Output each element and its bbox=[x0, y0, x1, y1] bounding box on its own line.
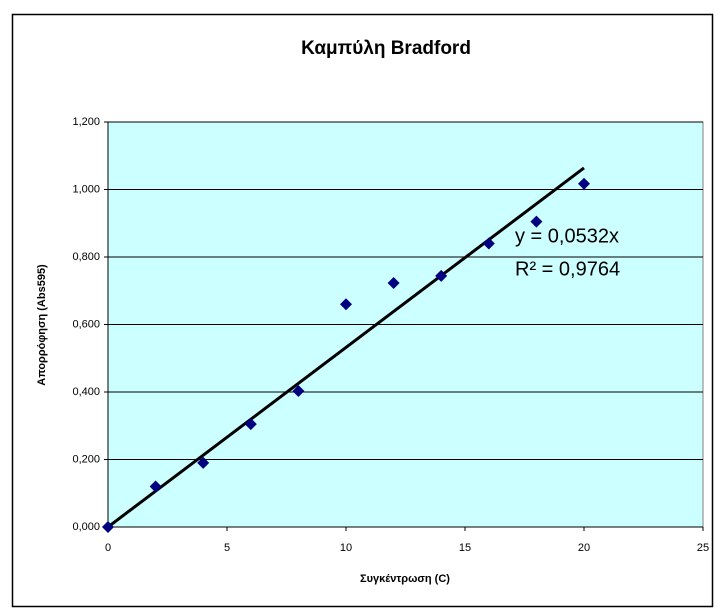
y-tick-label: 0,800 bbox=[72, 251, 100, 263]
y-tick-label: 0,200 bbox=[72, 453, 100, 465]
data-point bbox=[197, 456, 210, 469]
y-tick-label: 0,400 bbox=[72, 386, 100, 398]
data-point bbox=[482, 237, 495, 250]
y-tick-label: 1,200 bbox=[72, 116, 100, 128]
y-tick-label: 0,600 bbox=[72, 318, 100, 330]
chart-title: Καμπύλη Bradford bbox=[301, 38, 471, 59]
data-point bbox=[340, 298, 352, 311]
x-tick-label: 20 bbox=[578, 542, 590, 554]
y-axis-label: Απορρόφηση (Abs595) bbox=[36, 264, 48, 386]
data-point bbox=[244, 418, 257, 431]
x-tick-label: 15 bbox=[459, 542, 471, 554]
y-tick-label: 1,000 bbox=[72, 183, 100, 195]
x-tick-label: 5 bbox=[224, 542, 230, 554]
x-axis-label: Συγκέντρωση (C) bbox=[360, 573, 450, 585]
trendline-equation: y = 0,0532x bbox=[515, 225, 619, 247]
trendline bbox=[107, 166, 585, 529]
data-point bbox=[102, 521, 114, 533]
data-point bbox=[530, 215, 543, 228]
data-point bbox=[387, 276, 400, 289]
x-tick-label: 25 bbox=[697, 542, 709, 554]
y-tick-label: 0,000 bbox=[72, 521, 100, 533]
data-point bbox=[578, 177, 590, 190]
data-point bbox=[292, 384, 305, 397]
data-point bbox=[149, 480, 162, 493]
r-squared: R² = 0,9764 bbox=[515, 258, 620, 280]
data-point bbox=[435, 269, 448, 282]
x-tick-label: 0 bbox=[105, 542, 111, 554]
x-tick-label: 10 bbox=[340, 542, 352, 554]
